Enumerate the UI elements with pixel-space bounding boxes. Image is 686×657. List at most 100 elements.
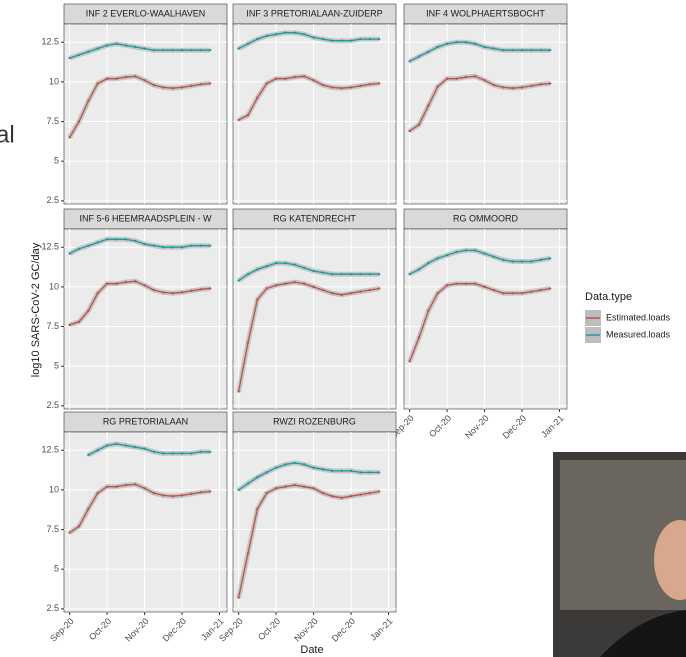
x-tick-label: Jan-21 bbox=[539, 413, 566, 440]
data-point bbox=[77, 53, 81, 57]
strip-label: INF 4 WOLPHAERTSBOCHT bbox=[426, 8, 545, 18]
data-point bbox=[124, 444, 128, 447]
data-point bbox=[359, 272, 362, 276]
data-point bbox=[539, 83, 542, 86]
data-point bbox=[464, 41, 468, 44]
data-point bbox=[331, 292, 334, 295]
panel bbox=[403, 228, 568, 410]
data-point bbox=[312, 487, 315, 490]
facet: INF 3 PRETORIALAAN-ZUIDERP bbox=[232, 3, 397, 205]
data-point bbox=[133, 483, 137, 486]
data-point bbox=[274, 77, 278, 80]
data-point bbox=[483, 79, 486, 82]
data-point bbox=[265, 287, 268, 290]
data-point bbox=[152, 83, 156, 87]
data-point bbox=[502, 258, 505, 262]
data-point bbox=[340, 39, 343, 42]
data-point bbox=[408, 129, 411, 133]
data-point bbox=[162, 246, 165, 249]
panel bbox=[232, 228, 397, 410]
series-line bbox=[408, 283, 551, 362]
data-point bbox=[133, 445, 137, 449]
data-point bbox=[256, 37, 259, 41]
data-point bbox=[312, 466, 315, 469]
data-point bbox=[265, 491, 268, 495]
data-point bbox=[162, 291, 165, 294]
data-point bbox=[548, 48, 552, 52]
strip-label: INF 5-6 HEEMRAADSPLEIN - W bbox=[79, 213, 212, 223]
data-point bbox=[445, 284, 449, 287]
series-line bbox=[69, 280, 211, 326]
data-point bbox=[180, 452, 184, 455]
data-point bbox=[427, 104, 430, 107]
panel bbox=[63, 228, 228, 410]
data-point bbox=[246, 482, 250, 485]
data-point bbox=[548, 287, 552, 290]
y-tick-label: 12.5 bbox=[41, 37, 59, 47]
data-point bbox=[190, 84, 193, 88]
x-tick-label: Nov-20 bbox=[463, 413, 491, 441]
data-point bbox=[445, 77, 449, 80]
data-point bbox=[302, 75, 306, 78]
data-point bbox=[190, 289, 193, 293]
data-point bbox=[199, 450, 202, 454]
data-point bbox=[284, 261, 287, 265]
panel bbox=[232, 23, 397, 205]
series-line bbox=[409, 249, 551, 275]
data-point bbox=[464, 249, 468, 252]
data-point bbox=[408, 360, 411, 363]
data-point bbox=[530, 290, 533, 293]
data-point bbox=[427, 309, 430, 312]
slide-text: al bbox=[0, 121, 15, 148]
data-point bbox=[133, 75, 137, 78]
legend-title: Data.type bbox=[585, 291, 632, 303]
data-point bbox=[340, 469, 343, 473]
data-point bbox=[171, 495, 174, 498]
data-point bbox=[368, 288, 371, 292]
webcam-face bbox=[654, 520, 686, 600]
y-tick-label: 2.5 bbox=[46, 603, 59, 613]
data-point bbox=[492, 255, 496, 258]
data-point bbox=[340, 272, 343, 276]
data-point bbox=[321, 37, 325, 41]
x-tick-label: Nov-20 bbox=[123, 616, 151, 644]
data-point bbox=[77, 525, 81, 528]
strip-label: INF 3 PRETORIALAAN-ZUIDERP bbox=[246, 8, 382, 18]
data-point bbox=[377, 287, 381, 290]
data-point bbox=[180, 246, 184, 249]
data-point bbox=[377, 37, 381, 41]
x-tick-label: Dec-20 bbox=[161, 616, 189, 644]
data-point bbox=[331, 86, 334, 89]
data-point bbox=[492, 83, 496, 87]
data-point bbox=[368, 272, 371, 276]
data-point bbox=[302, 33, 306, 36]
data-point bbox=[152, 244, 156, 247]
data-point bbox=[302, 266, 306, 270]
data-point bbox=[284, 31, 287, 34]
data-point bbox=[237, 390, 240, 393]
data-point bbox=[162, 452, 165, 455]
y-tick-label: 7.5 bbox=[46, 321, 59, 331]
data-point bbox=[520, 86, 524, 89]
data-point bbox=[483, 45, 486, 49]
data-point bbox=[417, 336, 421, 339]
data-point bbox=[436, 85, 439, 88]
data-point bbox=[321, 83, 325, 87]
data-point bbox=[96, 82, 99, 85]
data-point bbox=[143, 487, 146, 490]
data-point bbox=[377, 490, 381, 493]
data-point bbox=[265, 265, 268, 268]
data-point bbox=[96, 449, 99, 452]
data-point bbox=[359, 84, 362, 88]
data-point bbox=[152, 450, 156, 454]
data-point bbox=[180, 48, 184, 52]
data-point bbox=[331, 469, 334, 473]
data-point bbox=[96, 491, 99, 495]
data-point bbox=[246, 42, 250, 46]
strip-label: RWZI ROZENBURG bbox=[273, 416, 356, 426]
series-line bbox=[238, 75, 380, 121]
data-point bbox=[502, 86, 505, 89]
data-point bbox=[445, 253, 449, 257]
series-line bbox=[409, 75, 551, 132]
